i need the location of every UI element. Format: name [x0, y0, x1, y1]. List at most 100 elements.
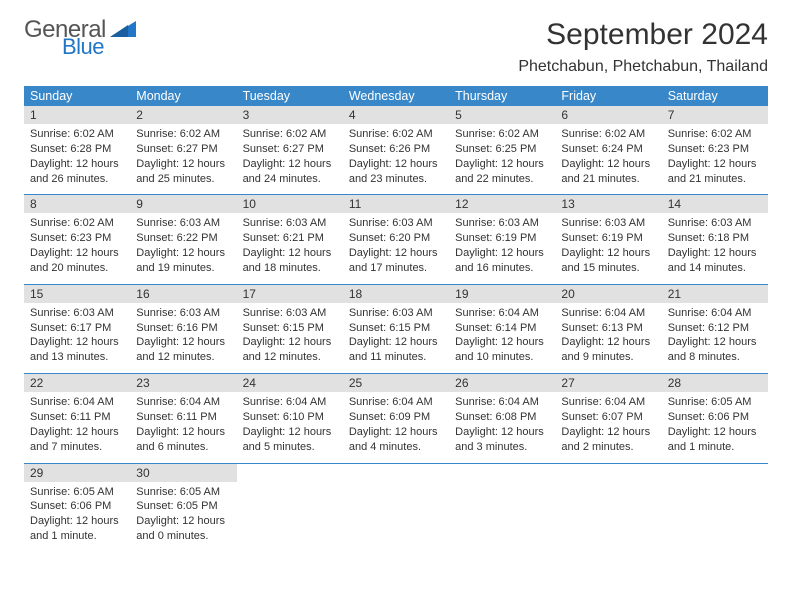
sunset-text: Sunset: 6:19 PM	[561, 231, 655, 246]
daylight-text: Daylight: 12 hours and 25 minutes.	[136, 157, 230, 187]
sunrise-text: Sunrise: 6:02 AM	[30, 216, 124, 231]
daylight-text: Daylight: 12 hours and 10 minutes.	[455, 335, 549, 365]
day-number: 26	[449, 374, 555, 392]
day-number: 28	[662, 374, 768, 392]
logo: General Blue	[24, 18, 136, 58]
sunset-text: Sunset: 6:28 PM	[30, 142, 124, 157]
daylight-text: Daylight: 12 hours and 24 minutes.	[243, 157, 337, 187]
day-cell: ..	[237, 464, 343, 552]
day-number: 11	[343, 195, 449, 213]
sunrise-text: Sunrise: 6:03 AM	[30, 306, 124, 321]
day-number: 24	[237, 374, 343, 392]
day-info: Sunrise: 6:05 AMSunset: 6:06 PMDaylight:…	[662, 392, 768, 462]
day-info: Sunrise: 6:04 AMSunset: 6:13 PMDaylight:…	[555, 303, 661, 373]
daylight-text: Daylight: 12 hours and 14 minutes.	[668, 246, 762, 276]
sunset-text: Sunset: 6:25 PM	[455, 142, 549, 157]
sunset-text: Sunset: 6:23 PM	[668, 142, 762, 157]
day-number: 1	[24, 106, 130, 124]
sunrise-text: Sunrise: 6:03 AM	[349, 306, 443, 321]
sunrise-text: Sunrise: 6:04 AM	[30, 395, 124, 410]
day-info: Sunrise: 6:02 AMSunset: 6:24 PMDaylight:…	[555, 124, 661, 194]
sunrise-text: Sunrise: 6:03 AM	[561, 216, 655, 231]
day-info: Sunrise: 6:04 AMSunset: 6:12 PMDaylight:…	[662, 303, 768, 373]
day-number: 18	[343, 285, 449, 303]
weekday-header-row: SundayMondayTuesdayWednesdayThursdayFrid…	[24, 86, 768, 106]
day-info: Sunrise: 6:04 AMSunset: 6:08 PMDaylight:…	[449, 392, 555, 462]
daylight-text: Daylight: 12 hours and 21 minutes.	[561, 157, 655, 187]
sunrise-text: Sunrise: 6:04 AM	[136, 395, 230, 410]
day-cell: ..	[449, 464, 555, 552]
daylight-text: Daylight: 12 hours and 15 minutes.	[561, 246, 655, 276]
sunset-text: Sunset: 6:20 PM	[349, 231, 443, 246]
sunrise-text: Sunrise: 6:02 AM	[30, 127, 124, 142]
daylight-text: Daylight: 12 hours and 6 minutes.	[136, 425, 230, 455]
daylight-text: Daylight: 12 hours and 17 minutes.	[349, 246, 443, 276]
day-cell: 29Sunrise: 6:05 AMSunset: 6:06 PMDayligh…	[24, 464, 130, 552]
sunrise-text: Sunrise: 6:02 AM	[349, 127, 443, 142]
day-cell: 2Sunrise: 6:02 AMSunset: 6:27 PMDaylight…	[130, 106, 236, 194]
day-info: Sunrise: 6:05 AMSunset: 6:05 PMDaylight:…	[130, 482, 236, 552]
week-row: 8Sunrise: 6:02 AMSunset: 6:23 PMDaylight…	[24, 195, 768, 284]
daylight-text: Daylight: 12 hours and 8 minutes.	[668, 335, 762, 365]
day-info: Sunrise: 6:02 AMSunset: 6:27 PMDaylight:…	[130, 124, 236, 194]
month-title: September 2024	[518, 18, 768, 52]
day-info: Sunrise: 6:03 AMSunset: 6:20 PMDaylight:…	[343, 213, 449, 283]
daylight-text: Daylight: 12 hours and 4 minutes.	[349, 425, 443, 455]
day-cell: 27Sunrise: 6:04 AMSunset: 6:07 PMDayligh…	[555, 374, 661, 462]
sunrise-text: Sunrise: 6:03 AM	[349, 216, 443, 231]
day-number: 25	[343, 374, 449, 392]
day-info: Sunrise: 6:03 AMSunset: 6:19 PMDaylight:…	[449, 213, 555, 283]
day-number: 13	[555, 195, 661, 213]
sunset-text: Sunset: 6:27 PM	[243, 142, 337, 157]
sunset-text: Sunset: 6:22 PM	[136, 231, 230, 246]
weekday-header: Monday	[130, 86, 236, 106]
day-number: 17	[237, 285, 343, 303]
day-cell: 1 Sunrise: 6:02 AMSunset: 6:28 PMDaylight…	[24, 106, 130, 194]
weekday-header: Wednesday	[343, 86, 449, 106]
day-cell: 24Sunrise: 6:04 AMSunset: 6:10 PMDayligh…	[237, 374, 343, 462]
daylight-text: Daylight: 12 hours and 1 minute.	[668, 425, 762, 455]
day-cell: ..	[343, 464, 449, 552]
sunrise-text: Sunrise: 6:02 AM	[455, 127, 549, 142]
sunrise-text: Sunrise: 6:02 AM	[136, 127, 230, 142]
sunset-text: Sunset: 6:17 PM	[30, 321, 124, 336]
day-cell: 10Sunrise: 6:03 AMSunset: 6:21 PMDayligh…	[237, 195, 343, 283]
week-row: 1Sunrise: 6:02 AMSunset: 6:28 PMDaylight…	[24, 106, 768, 195]
day-info: Sunrise: 6:04 AMSunset: 6:10 PMDaylight:…	[237, 392, 343, 462]
day-number: 6	[555, 106, 661, 124]
daylight-text: Daylight: 12 hours and 23 minutes.	[349, 157, 443, 187]
day-cell: 23Sunrise: 6:04 AMSunset: 6:11 PMDayligh…	[130, 374, 236, 462]
day-cell: 15Sunrise: 6:03 AMSunset: 6:17 PMDayligh…	[24, 285, 130, 373]
sunset-text: Sunset: 6:11 PM	[136, 410, 230, 425]
daylight-text: Daylight: 12 hours and 13 minutes.	[30, 335, 124, 365]
title-block: September 2024 Phetchabun, Phetchabun, T…	[518, 18, 768, 76]
sunset-text: Sunset: 6:15 PM	[243, 321, 337, 336]
daylight-text: Daylight: 12 hours and 26 minutes.	[30, 157, 124, 187]
day-info: Sunrise: 6:04 AMSunset: 6:11 PMDaylight:…	[24, 392, 130, 462]
day-cell: 12Sunrise: 6:03 AMSunset: 6:19 PMDayligh…	[449, 195, 555, 283]
weekday-header: Sunday	[24, 86, 130, 106]
day-info: Sunrise: 6:04 AMSunset: 6:11 PMDaylight:…	[130, 392, 236, 462]
sunrise-text: Sunrise: 6:04 AM	[243, 395, 337, 410]
day-info: Sunrise: 6:03 AMSunset: 6:16 PMDaylight:…	[130, 303, 236, 373]
weekday-header: Thursday	[449, 86, 555, 106]
day-info: Sunrise: 6:04 AMSunset: 6:14 PMDaylight:…	[449, 303, 555, 373]
day-cell: 25Sunrise: 6:04 AMSunset: 6:09 PMDayligh…	[343, 374, 449, 462]
daylight-text: Daylight: 12 hours and 20 minutes.	[30, 246, 124, 276]
day-number: 14	[662, 195, 768, 213]
day-number: 29	[24, 464, 130, 482]
day-cell: 9Sunrise: 6:03 AMSunset: 6:22 PMDaylight…	[130, 195, 236, 283]
day-cell: 17Sunrise: 6:03 AMSunset: 6:15 PMDayligh…	[237, 285, 343, 373]
sunset-text: Sunset: 6:11 PM	[30, 410, 124, 425]
daylight-text: Daylight: 12 hours and 1 minute.	[30, 514, 124, 544]
day-info: Sunrise: 6:03 AMSunset: 6:17 PMDaylight:…	[24, 303, 130, 373]
sunset-text: Sunset: 6:08 PM	[455, 410, 549, 425]
sunset-text: Sunset: 6:06 PM	[30, 499, 124, 514]
day-cell: 7Sunrise: 6:02 AMSunset: 6:23 PMDaylight…	[662, 106, 768, 194]
day-info: Sunrise: 6:02 AMSunset: 6:26 PMDaylight:…	[343, 124, 449, 194]
daylight-text: Daylight: 12 hours and 3 minutes.	[455, 425, 549, 455]
day-cell: 4Sunrise: 6:02 AMSunset: 6:26 PMDaylight…	[343, 106, 449, 194]
day-cell: 18Sunrise: 6:03 AMSunset: 6:15 PMDayligh…	[343, 285, 449, 373]
day-info: Sunrise: 6:03 AMSunset: 6:21 PMDaylight:…	[237, 213, 343, 283]
day-number: 8	[24, 195, 130, 213]
